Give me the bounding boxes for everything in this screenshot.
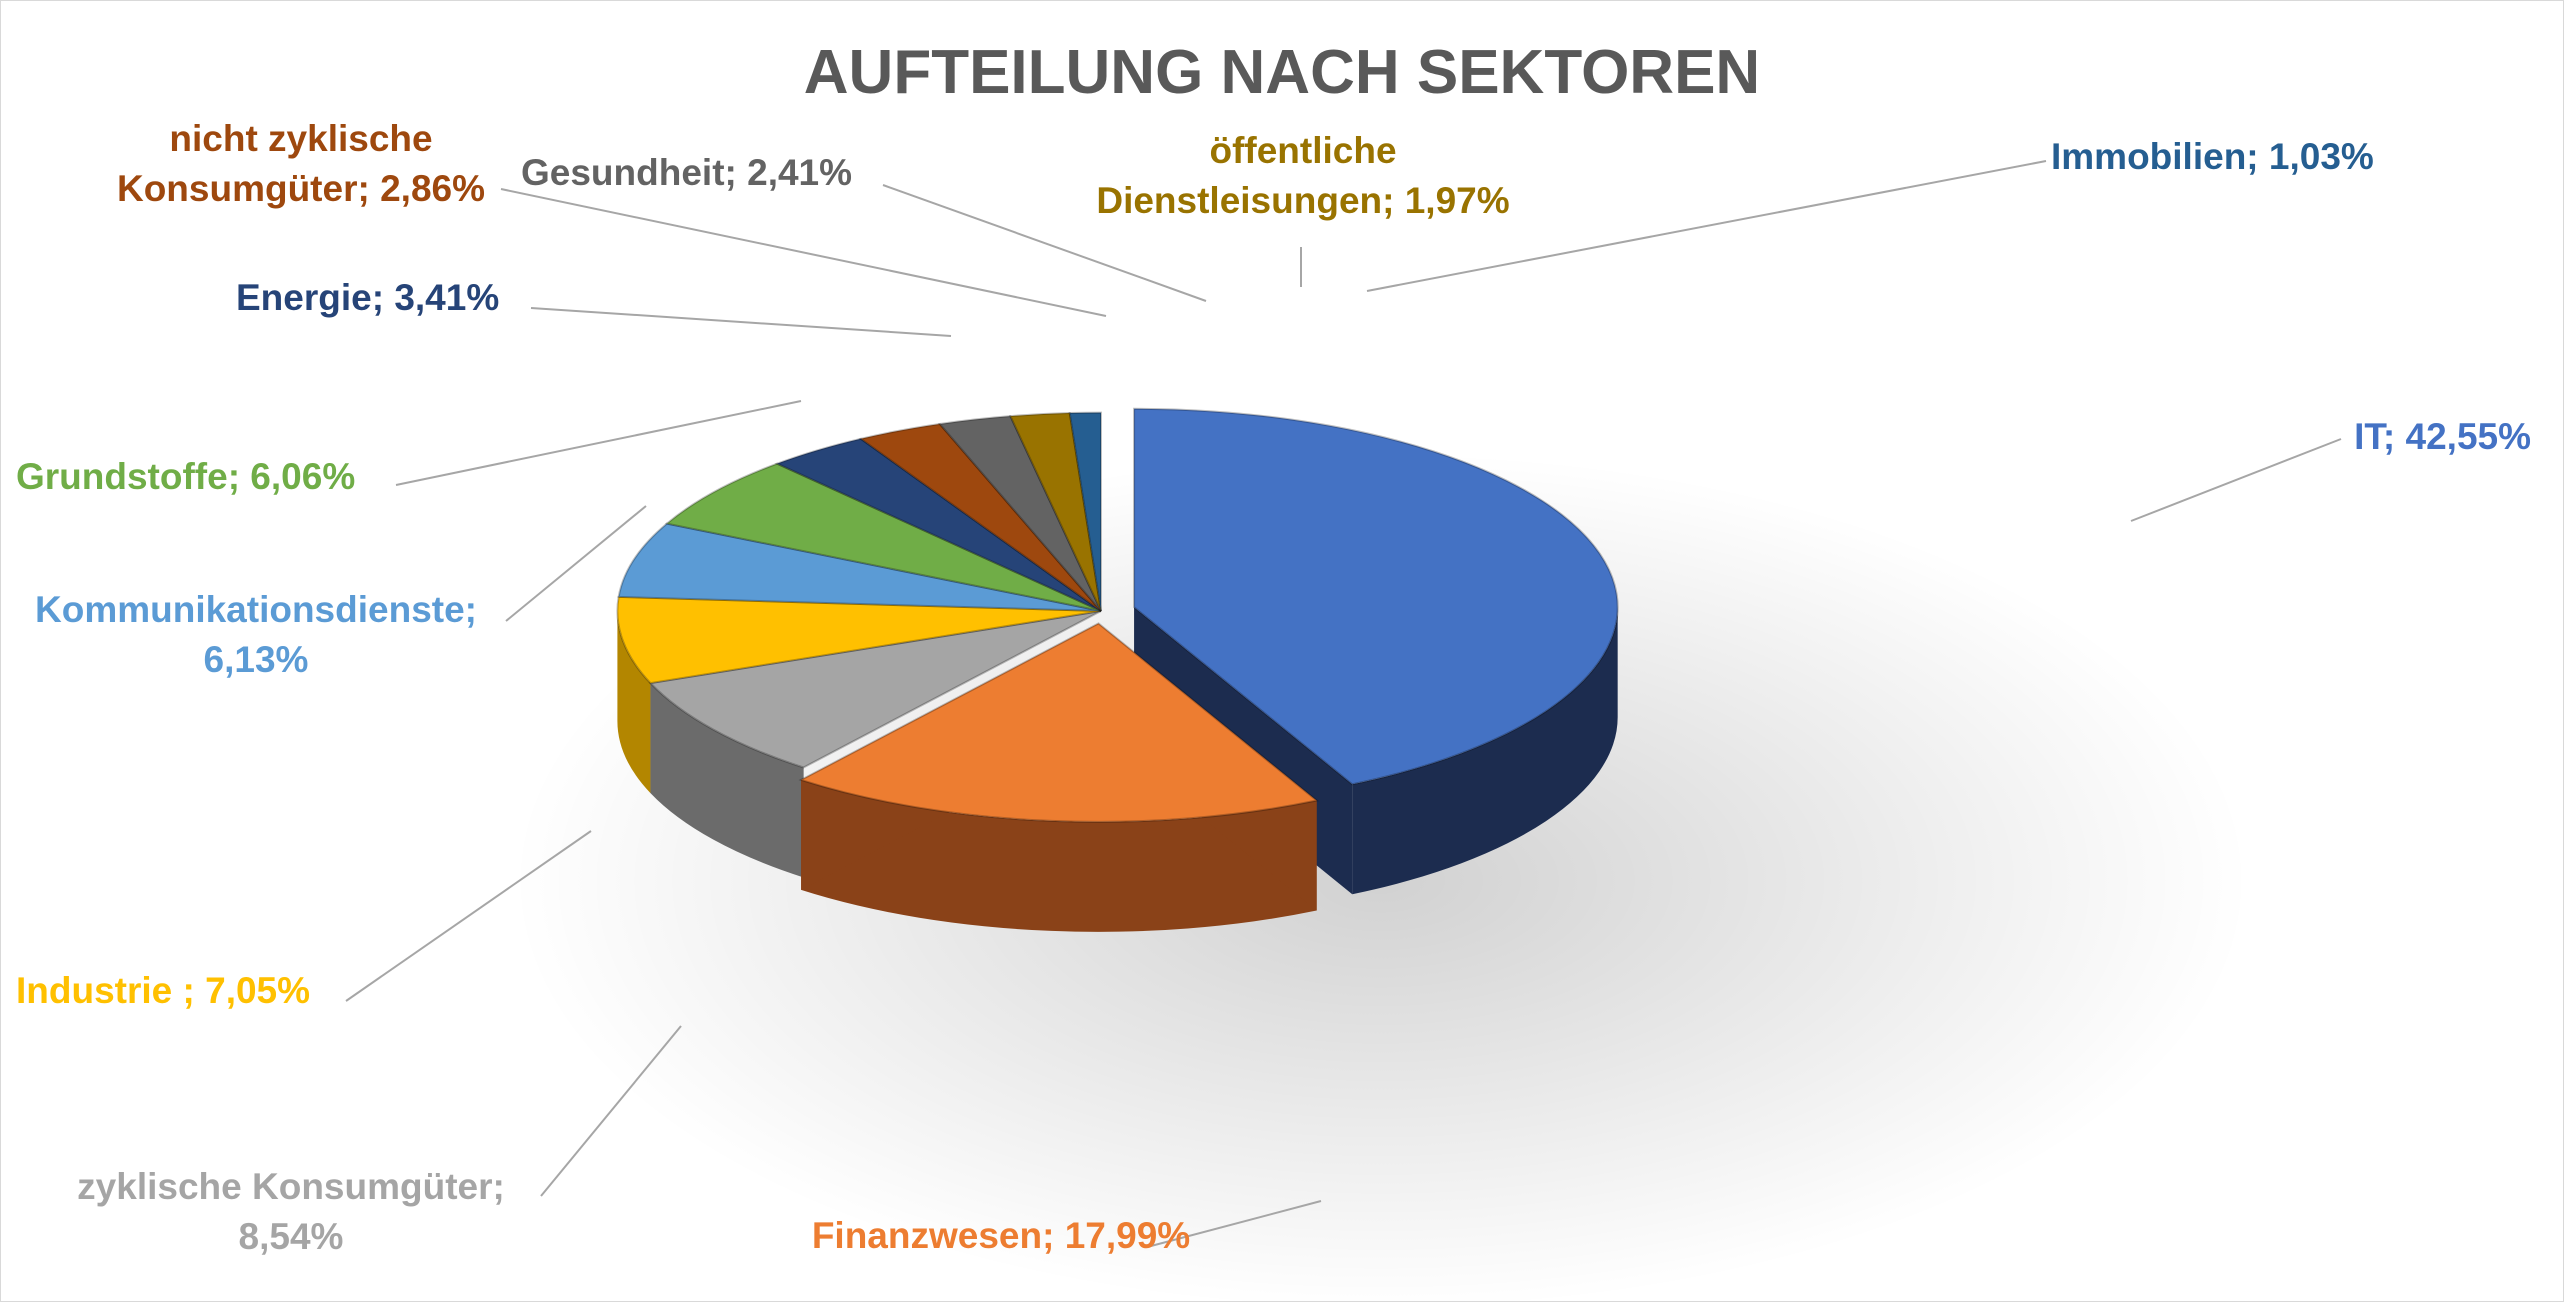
data-label-kommunikation: Kommunikationsdienste; 6,13% xyxy=(35,589,477,680)
data-label-grundstoffe: Grundstoffe; 6,06% xyxy=(16,456,355,497)
leader-line-7 xyxy=(500,188,1107,317)
data-label-immobilien: Immobilien; 1,03% xyxy=(2051,136,2374,177)
pie-slice-energie xyxy=(774,437,1102,612)
pie-side-2 xyxy=(650,683,804,878)
leader-line-3 xyxy=(345,830,592,1002)
data-label-finanzwesen: Finanzwesen; 17,99% xyxy=(812,1215,1190,1256)
pie-side-3 xyxy=(617,611,651,794)
data-label-oeffentliche: öffentliche Dienstleisungen; 1,97% xyxy=(1096,130,1509,221)
leader-line-8 xyxy=(882,184,1207,302)
pie-slice-grundstoffe xyxy=(664,462,1102,612)
pie-slice-nicht-zyklische-konsumgüter xyxy=(858,422,1102,612)
pie-slice-kommunikationsdienste xyxy=(617,522,1102,612)
leader-line-2 xyxy=(540,1025,682,1197)
pie-slice-industrie xyxy=(616,595,1102,685)
leader-line-10 xyxy=(1366,160,2047,292)
pie-slice-immobilien xyxy=(1068,411,1102,612)
pie-side-0 xyxy=(1352,607,1618,895)
pie-slice-finanzwesen xyxy=(798,622,1319,823)
leader-line-6 xyxy=(530,307,952,337)
data-label-nicht-zyklische: nicht zyklische Konsumgüter; 2,86% xyxy=(117,118,485,209)
data-label-it: IT; 42,55% xyxy=(2354,416,2531,457)
leader-line-0 xyxy=(2130,438,2342,522)
pie-slice-gesundheit xyxy=(937,415,1102,612)
pie-slice-zyklische-konsumgüter xyxy=(648,610,1102,769)
data-label-zyklische: zyklische Konsumgüter; 8,54% xyxy=(77,1166,505,1257)
leader-line-5 xyxy=(395,400,802,486)
leader-line-1 xyxy=(1150,1200,1322,1247)
data-label-energie: Energie; 3,41% xyxy=(236,277,499,318)
pie-slices xyxy=(616,407,1619,932)
slice-labels: IT; 42,55% Finanzwesen; 17,99% zyklische K… xyxy=(16,118,2531,1257)
leader-lines xyxy=(345,160,2342,1247)
data-label-gesundheit: Gesundheit; 2,41% xyxy=(521,152,852,193)
leader-line-4 xyxy=(505,505,647,622)
data-label-industrie: Industrie ; 7,05% xyxy=(16,970,310,1011)
pie-slice-it xyxy=(1133,407,1619,786)
pie-slice-öffentliche-dienstleisungen xyxy=(1008,411,1102,612)
chart-title: AUFTEILUNG NACH SEKTOREN xyxy=(804,38,1760,107)
